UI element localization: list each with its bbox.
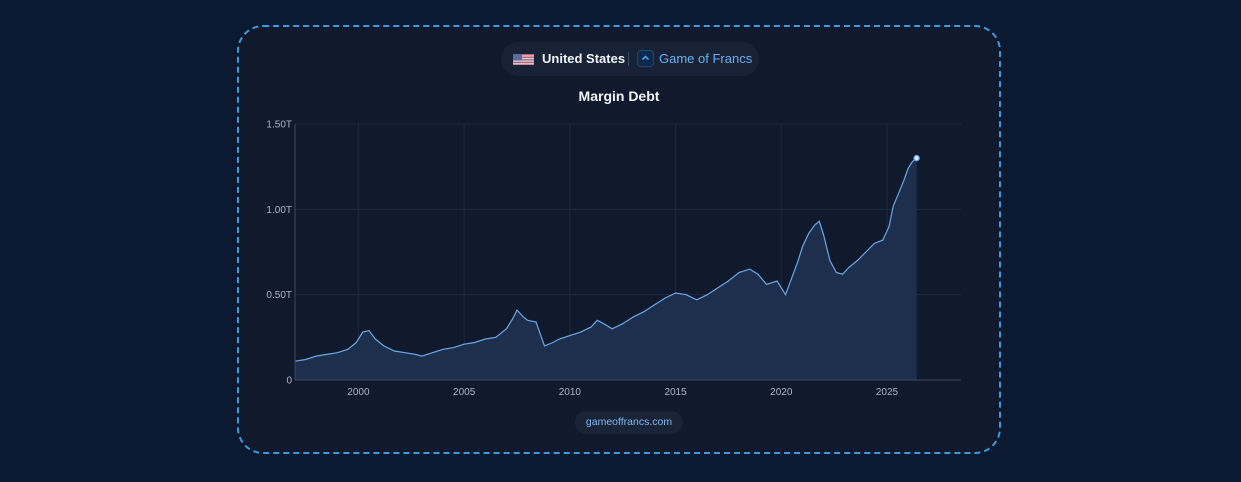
us-flag-icon <box>513 53 534 65</box>
brand-link[interactable]: Game of Francs <box>659 51 753 66</box>
x-tick-label: 2015 <box>664 387 687 398</box>
y-tick-label: 0 <box>286 376 292 387</box>
x-tick-label: 2020 <box>770 387 793 398</box>
margin-debt-chart: 0 0.50T 1.00T 1.50T 2000 2005 2010 2015 2020 2025 <box>266 120 961 398</box>
x-tick-label: 2005 <box>453 387 476 398</box>
header-pill: United States Game of Francs <box>501 42 759 76</box>
margin-debt-area <box>295 158 917 380</box>
latest-value-marker[interactable] <box>913 154 920 162</box>
chart-card: United States Game of Francs Margin Debt… <box>237 25 1001 454</box>
y-tick-label: 0.50T <box>266 290 292 301</box>
y-tick-label: 1.00T <box>266 205 292 216</box>
header-divider <box>628 52 629 66</box>
chart-title: Margin Debt <box>578 88 660 104</box>
country-label: United States <box>542 51 626 66</box>
game-of-francs-logo-icon[interactable] <box>637 50 654 67</box>
x-tick-label: 2025 <box>876 387 899 398</box>
margin-debt-line <box>294 157 917 362</box>
x-tick-label: 2000 <box>347 387 370 398</box>
site-link[interactable]: gameoffrancs.com <box>575 411 683 434</box>
y-tick-label: 1.50T <box>266 120 292 131</box>
x-tick-label: 2010 <box>559 387 582 398</box>
